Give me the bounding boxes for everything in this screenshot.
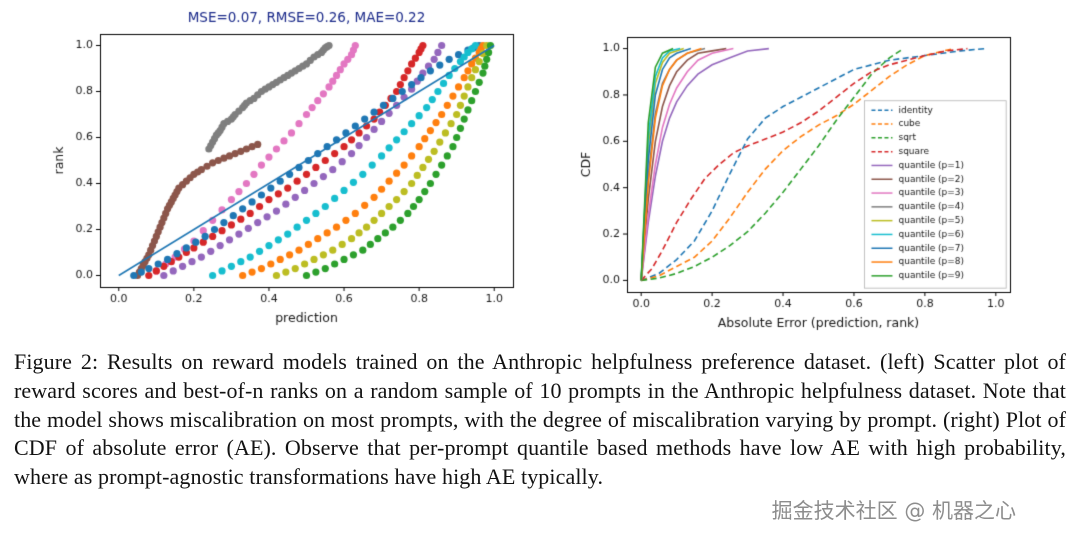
figure-caption: Figure 2: Results on reward models train… [14,349,1066,490]
charts-row [40,2,1020,342]
right-cdf-chart [565,2,1020,342]
watermark: 掘金技术社区 @ 机器之心 [771,499,1016,523]
left-scatter-chart [40,2,525,342]
